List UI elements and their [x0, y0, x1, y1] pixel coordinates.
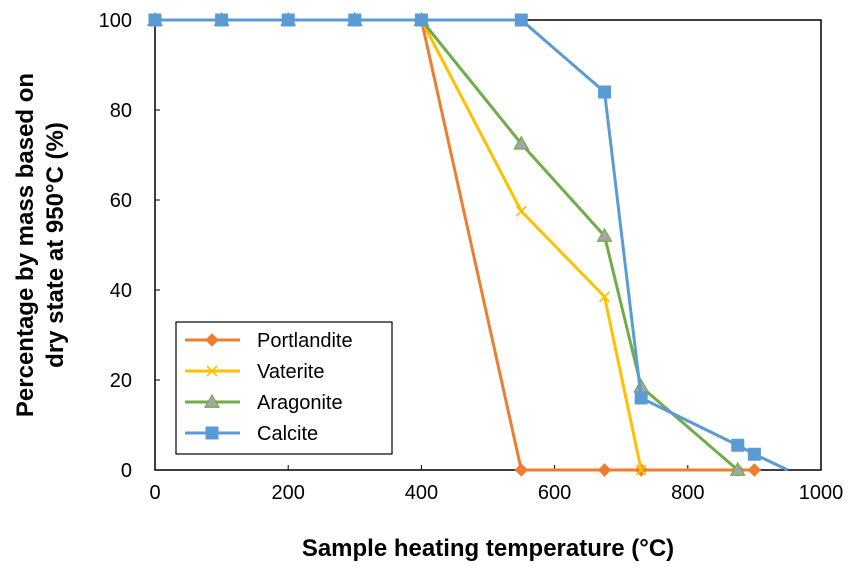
point-vaterite [635, 464, 647, 476]
y-axis-title-line-2: dry state at 950°C (%) [42, 122, 69, 368]
legend-label-vaterite: Vaterite [257, 361, 324, 383]
y-tick-label: 0 [121, 460, 132, 482]
legend-marker-portlandite [205, 333, 219, 347]
point-portlandite [514, 463, 529, 477]
legend-label-portlandite: Portlandite [257, 330, 353, 352]
series-group [146, 11, 789, 477]
point-calcite [148, 13, 162, 27]
point-vaterite [598, 291, 611, 303]
legend-marker-calcite [205, 426, 219, 440]
x-axis-title: Sample heating temperature (°C) [302, 535, 674, 562]
legend-label-aragonite: Aragonite [257, 392, 343, 414]
x-tick-label: 600 [538, 482, 571, 504]
series-calcite [148, 13, 789, 472]
point-calcite [731, 438, 745, 452]
point-portlandite [597, 463, 612, 477]
point-aragonite [596, 227, 613, 242]
x-tick-label: 800 [671, 482, 704, 504]
y-axis-title-line-1: Percentage by mass based on [12, 73, 39, 417]
point-calcite [281, 13, 295, 27]
x-tick-label: 0 [149, 482, 160, 504]
point-portlandite [747, 463, 762, 477]
x-tick-label: 400 [405, 482, 438, 504]
point-calcite [348, 13, 362, 27]
y-tick-label: 40 [110, 280, 132, 302]
point-calcite [598, 85, 612, 99]
point-calcite [747, 447, 761, 461]
legend-marker-aragonite [203, 393, 221, 408]
legend-label-calcite: Calcite [257, 423, 318, 445]
point-calcite [634, 391, 648, 405]
x-tick-label: 1000 [799, 482, 844, 504]
x-tick-label: 200 [272, 482, 305, 504]
point-calcite [414, 13, 428, 27]
point-aragonite [513, 135, 530, 150]
y-tick-label: 20 [110, 370, 132, 392]
point-calcite [215, 13, 229, 27]
legend-marker-vaterite [206, 365, 218, 377]
axis-ticks: 0 200 400 600 800 1000 0 20 40 60 80 100 [99, 10, 844, 504]
y-tick-label: 80 [110, 100, 132, 122]
point-vaterite [515, 205, 527, 217]
y-tick-label: 60 [110, 190, 132, 212]
point-aragonite [729, 461, 746, 476]
y-tick-label: 100 [99, 10, 132, 32]
point-calcite [514, 13, 528, 27]
legend: Portlandite Vaterite Aragonite Calcite [175, 321, 393, 455]
